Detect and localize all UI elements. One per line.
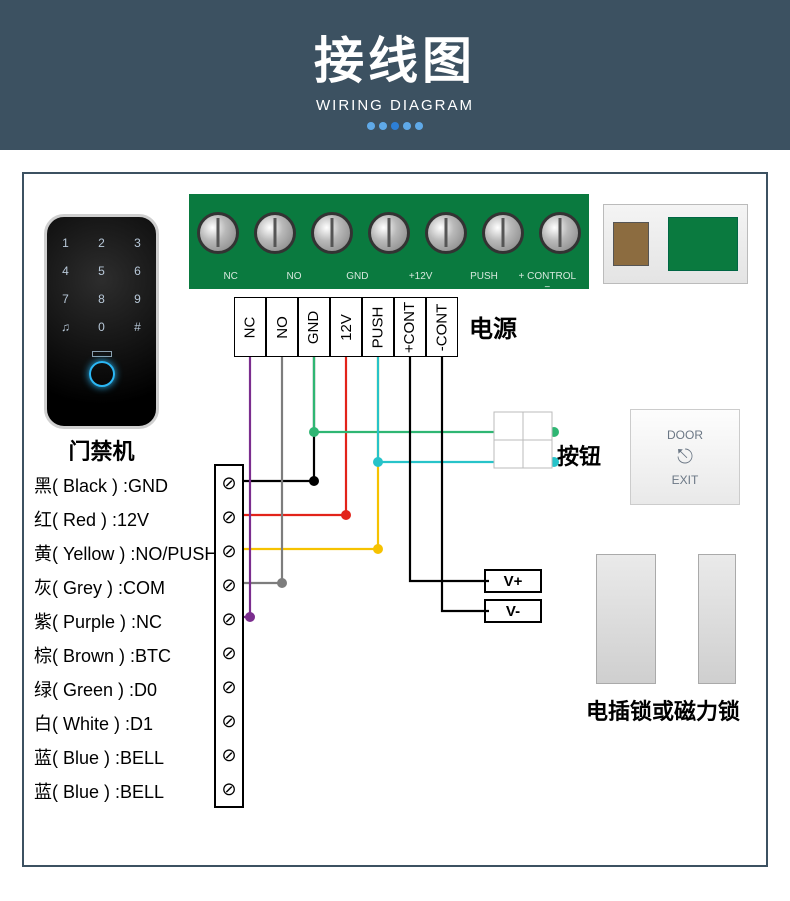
legend-item: 红( Red ) :12V: [34, 503, 217, 537]
power-label: 电源: [469, 309, 517, 344]
keypad-key: 2: [88, 231, 116, 255]
keypad-key: 5: [88, 259, 116, 283]
keypad-key: 7: [52, 287, 80, 311]
legend-item: 灰( Grey ) :COM: [34, 571, 217, 605]
legend-item: 紫( Purple ) :NC: [34, 605, 217, 639]
connector-terminal: ⊘: [216, 670, 242, 704]
legend-item: 蓝( Blue ) :BELL: [34, 741, 217, 775]
legend-item: 白( White ) :D1: [34, 707, 217, 741]
door-exit-button: DOOR ⎋ EXIT: [630, 409, 740, 505]
connector-terminal: ⊘: [216, 738, 242, 772]
electric-bolt-lock: [596, 554, 656, 684]
connector-terminal: ⊘: [216, 500, 242, 534]
pin: NO: [266, 297, 298, 357]
title-en: WIRING DIAGRAM: [316, 97, 474, 114]
title-cn: 接线图: [314, 21, 476, 93]
keypad-key: 1: [52, 231, 80, 255]
pin: NC: [234, 297, 266, 357]
connector-terminal: ⊘: [216, 568, 242, 602]
keypad-key: 0: [88, 315, 116, 339]
lock-label: 电插锁或磁力锁: [586, 694, 740, 726]
wire-legend: 黑( Black ) :GND红( Red ) :12V黄( Yellow ) …: [34, 469, 217, 809]
fingerprint-icon: [89, 361, 115, 387]
keypad-key: 6: [124, 259, 152, 283]
card-slot-icon: [92, 351, 112, 357]
magnetic-lock: [698, 554, 736, 684]
keypad-key: 3: [124, 231, 152, 255]
pin: -CONT: [426, 297, 458, 357]
door-exit-line2: EXIT: [672, 473, 699, 487]
terminal-label: PUSH: [452, 271, 515, 289]
connector-terminal: ⊘: [216, 466, 242, 500]
v-plus-box: V+: [484, 569, 542, 593]
connector-terminal: ⊘: [216, 534, 242, 568]
terminal-label: GND: [326, 271, 389, 289]
terminal-label: + CONTROL −: [516, 271, 579, 289]
transformer-icon: [613, 222, 649, 266]
terminal-label: +12V: [389, 271, 452, 289]
legend-item: 黄( Yellow ) :NO/PUSH: [34, 537, 217, 571]
keypad-key: ♫: [52, 315, 80, 339]
terminal-label: NO: [262, 271, 325, 289]
keypad-key: 8: [88, 287, 116, 311]
connector-terminal: ⊘: [216, 602, 242, 636]
pin-header: NCNOGND12VPUSH+CONT-CONT: [234, 297, 458, 357]
door-exit-line1: DOOR: [667, 428, 703, 442]
door-icon: ⎋: [677, 446, 693, 469]
pin: GND: [298, 297, 330, 357]
legend-item: 绿( Green ) :D0: [34, 673, 217, 707]
keypad-key: 9: [124, 287, 152, 311]
terminal-screws: [189, 194, 589, 271]
connector-terminal: ⊘: [216, 636, 242, 670]
keypad-key: #: [124, 315, 152, 339]
pcb-icon: [668, 217, 738, 271]
keypad-grid: 123 456 789 ♫ 0 #: [52, 231, 152, 339]
pin: +CONT: [394, 297, 426, 357]
dots: [367, 122, 423, 130]
v-minus-box: V-: [484, 599, 542, 623]
pin: 12V: [330, 297, 362, 357]
keypad-label: 门禁机: [44, 434, 159, 466]
button-label: 按钮: [557, 439, 601, 471]
connector-terminal: ⊘: [216, 772, 242, 806]
terminal-block: NCNOGND+12VPUSH+ CONTROL −: [189, 194, 589, 289]
terminal-labels: NCNOGND+12VPUSH+ CONTROL −: [189, 271, 589, 289]
legend-item: 黑( Black ) :GND: [34, 469, 217, 503]
keypad-device: 123 456 789 ♫ 0 #: [44, 214, 159, 429]
connector-column: ⊘⊘⊘⊘⊘⊘⊘⊘⊘⊘: [214, 464, 244, 808]
header: 接线图 WIRING DIAGRAM: [0, 0, 790, 150]
pin: PUSH: [362, 297, 394, 357]
terminal-label: NC: [199, 271, 262, 289]
power-supply: [603, 204, 748, 284]
connector-terminal: ⊘: [216, 704, 242, 738]
diagram: 123456789♫0# 门禁机 NCNOGND+12VPUSH+ CONTRO…: [22, 172, 768, 867]
legend-item: 棕( Brown ) :BTC: [34, 639, 217, 673]
legend-item: 蓝( Blue ) :BELL: [34, 775, 217, 809]
keypad-key: 4: [52, 259, 80, 283]
